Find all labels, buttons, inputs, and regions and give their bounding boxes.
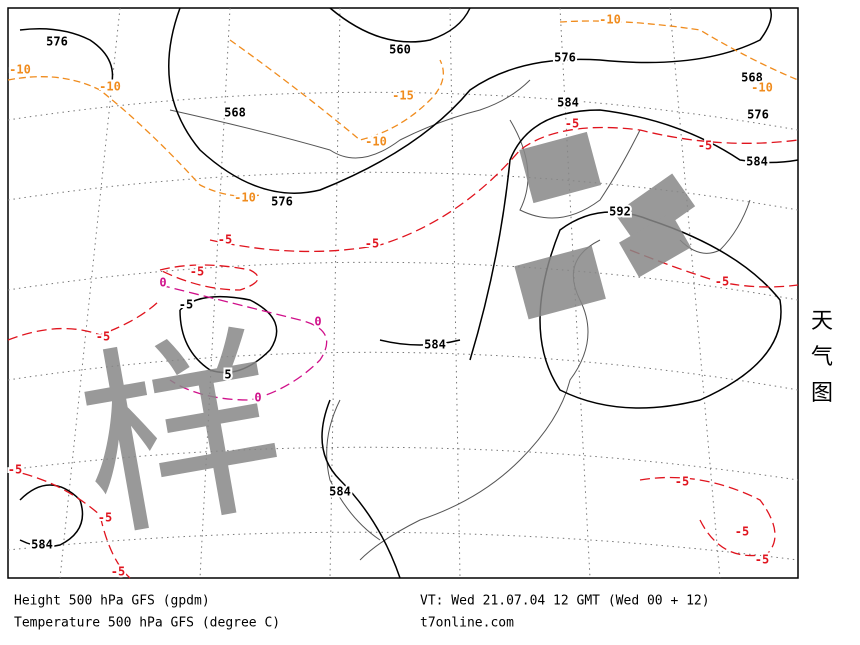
contour-label: 576 (747, 108, 769, 122)
magenta-contours (159, 284, 328, 401)
contour-label: 584 (329, 485, 351, 499)
contour-label: -5 (190, 265, 204, 279)
contour-label: -5 (8, 463, 22, 477)
footer-text: Temperature 500 hPa GFS (degree C) (14, 616, 280, 631)
footer-text: VT: Wed 21.07.04 12 GMT (Wed 00 + 12) (420, 594, 710, 609)
side-label: 气 (811, 345, 833, 370)
contour-label: -5 (111, 565, 125, 579)
orange-contours (7, 20, 799, 197)
contour-label: 584 (746, 155, 768, 169)
contour-label: 584 (424, 338, 446, 352)
contour-label: 568 (224, 106, 246, 120)
contour-label: -10 (9, 63, 31, 77)
map-frame (7, 7, 799, 579)
contour-label: -5 (365, 237, 379, 251)
contour-label: 0 (314, 315, 321, 329)
contour-label: -5 (96, 330, 110, 344)
contour-label: 560 (389, 43, 411, 57)
contour-label: 0 (159, 276, 166, 290)
contour-label: -10 (365, 135, 387, 149)
contour-label: -10 (751, 81, 773, 95)
contour-label: -5 (565, 117, 579, 131)
red-contours (7, 126, 799, 579)
side-label: 天 (811, 309, 833, 334)
contour-label: -5 (755, 553, 769, 567)
contour-label: -5 (179, 298, 193, 312)
watermark-shapes (514, 131, 696, 320)
contour-label: -5 (218, 233, 232, 247)
contour-label: 0 (254, 391, 261, 405)
orange-labels: -10 -10 -15 -10 -10 -10 -10 (7, 11, 775, 207)
footer-text: t7online.com (420, 616, 514, 631)
contour-label: 592 (609, 205, 631, 219)
contour-label: -5 (98, 511, 112, 525)
watermark: 样 (64, 304, 301, 568)
contour-label: 576 (271, 195, 293, 209)
contour-label: -5 (698, 139, 712, 153)
contour-label: 576 (554, 51, 576, 65)
red-labels: -5 -5 -5 -5 -5 -5 -5 -5 -5 -5 -5 -5 -5 (6, 115, 771, 581)
contour-label: -15 (392, 89, 414, 103)
contour-label: -10 (99, 80, 121, 94)
contour-label: -5 (735, 525, 749, 539)
contour-label: 568 (741, 71, 763, 85)
contour-label: -5 (715, 275, 729, 289)
height-contours (19, 7, 799, 579)
contour-label: -5 (675, 475, 689, 489)
contour-label: 576 (46, 35, 68, 49)
contour-label: -10 (234, 191, 256, 205)
contour-label: 584 (557, 96, 579, 110)
magenta-labels: 0 0 0 (157, 274, 323, 407)
contour-label: 5 (224, 368, 231, 382)
contour-label: -10 (599, 13, 621, 27)
side-label: 图 (811, 381, 833, 406)
contour-label: 584 (31, 538, 53, 552)
footer-text: Height 500 hPa GFS (gpdm) (14, 594, 210, 609)
height-labels: 576 560 576 568 576 584 568 576 584 592 … (29, 33, 771, 554)
graticule (7, 7, 799, 579)
